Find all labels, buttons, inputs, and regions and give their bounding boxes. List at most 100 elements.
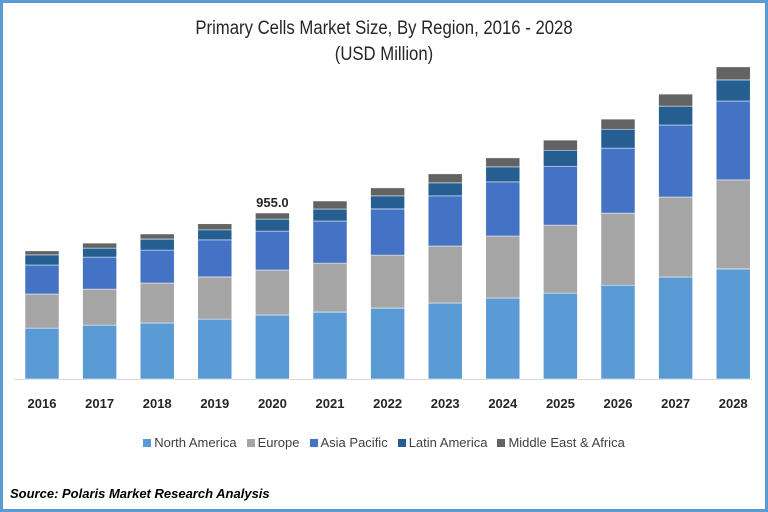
bar-segment-latin-america-2023 — [427, 182, 463, 197]
bar-segment-asia-pacific-2027 — [658, 124, 693, 198]
legend-item-middle-east-africa: Middle East & Africa — [497, 435, 625, 450]
bar-segment-europe-2019 — [197, 276, 233, 320]
bar-segment-north-america-2019 — [197, 318, 233, 380]
bar-segment-latin-america-2016 — [24, 254, 60, 266]
bar-segment-middle-east-africa-2023 — [427, 173, 463, 184]
bar-segment-middle-east-africa-2028 — [715, 66, 751, 81]
bars-group — [24, 66, 751, 380]
x-tick-label: 2024 — [488, 396, 518, 411]
bar-segment-middle-east-africa-2021 — [312, 200, 348, 210]
bar-segment-europe-2023 — [427, 245, 463, 304]
bar-segment-latin-america-2024 — [485, 166, 521, 183]
bar-segment-asia-pacific-2016 — [24, 264, 60, 295]
x-tick-label: 2026 — [604, 396, 633, 411]
bar-segment-latin-america-2022 — [370, 195, 405, 210]
bar-segment-middle-east-africa-2022 — [370, 187, 405, 197]
source-note: Source: Polaris Market Research Analysis — [10, 486, 270, 501]
bar-segment-middle-east-africa-2026 — [600, 118, 636, 130]
data-label-2020: 955.0 — [256, 195, 289, 210]
bar-segment-latin-america-2017 — [82, 247, 117, 258]
bar-segment-asia-pacific-2023 — [427, 195, 463, 247]
bar-segment-latin-america-2021 — [312, 208, 348, 222]
bar-segment-asia-pacific-2017 — [82, 256, 117, 290]
bar-segment-europe-2016 — [24, 293, 60, 329]
chart-subtitle: (USD Million) — [334, 44, 434, 65]
bar-segment-europe-2024 — [485, 235, 521, 299]
x-tick-label: 2016 — [28, 396, 57, 411]
bar-segment-asia-pacific-2024 — [485, 181, 521, 237]
bar-segment-north-america-2022 — [370, 307, 405, 380]
x-tick-label: 2028 — [719, 396, 748, 411]
legend-swatch — [246, 438, 255, 447]
legend-label: Middle East & Africa — [508, 435, 625, 450]
bar-segment-latin-america-2027 — [658, 105, 693, 126]
legend-label: Europe — [257, 435, 300, 450]
legend-swatch — [143, 438, 152, 447]
x-tick-label: 2023 — [431, 396, 460, 411]
bar-segment-asia-pacific-2022 — [370, 208, 405, 256]
bar-segment-north-america-2018 — [139, 322, 175, 380]
bar-segment-north-america-2026 — [600, 284, 636, 380]
bar-segment-asia-pacific-2025 — [543, 165, 578, 226]
bar-segment-north-america-2023 — [427, 302, 463, 380]
bar-segment-europe-2021 — [312, 262, 348, 313]
bar-segment-middle-east-africa-2018 — [139, 233, 175, 240]
bar-segment-north-america-2021 — [312, 311, 348, 380]
data-labels: 955.0 — [256, 195, 289, 210]
x-tick-label: 2020 — [258, 396, 287, 411]
x-tick-label: 2017 — [85, 396, 114, 411]
bar-segment-north-america-2028 — [715, 268, 751, 380]
bar-segment-middle-east-africa-2019 — [197, 223, 233, 231]
bar-segment-europe-2022 — [370, 254, 405, 309]
legend-label: North America — [154, 435, 237, 450]
bar-segment-north-america-2017 — [82, 324, 117, 380]
bar-segment-north-america-2016 — [24, 327, 60, 380]
legend-item-europe: Europe — [246, 435, 300, 450]
x-tick-label: 2025 — [546, 396, 575, 411]
legend-label: Latin America — [408, 435, 488, 450]
bar-segment-middle-east-africa-2025 — [543, 139, 578, 151]
x-tick-label: 2019 — [200, 396, 229, 411]
legend-item-asia-pacific: Asia Pacific — [309, 435, 388, 450]
legend-swatch — [309, 438, 318, 447]
bar-segment-north-america-2027 — [658, 276, 693, 380]
bar-segment-europe-2027 — [658, 196, 693, 278]
bar-segment-north-america-2025 — [543, 292, 578, 380]
bar-segment-asia-pacific-2028 — [715, 100, 751, 181]
bar-segment-latin-america-2025 — [543, 149, 578, 167]
x-tick-label: 2027 — [661, 396, 690, 411]
x-tick-label: 2021 — [316, 396, 345, 411]
bar-segment-europe-2017 — [82, 288, 117, 326]
bar-segment-europe-2020 — [255, 269, 290, 316]
bar-segment-north-america-2020 — [255, 314, 290, 380]
bar-segment-asia-pacific-2020 — [255, 230, 290, 271]
legend-label: Asia Pacific — [320, 435, 388, 450]
x-tick-label: 2022 — [373, 396, 402, 411]
bar-segment-asia-pacific-2018 — [139, 249, 175, 284]
legend-swatch — [397, 438, 406, 447]
bar-segment-asia-pacific-2021 — [312, 220, 348, 264]
x-tick-label: 2018 — [143, 396, 172, 411]
bar-segment-latin-america-2019 — [197, 229, 233, 241]
chart-title: Primary Cells Market Size, By Region, 20… — [195, 18, 573, 39]
x-tick-labels: 2016 2017 2018 2019 2020 2021 2022 2023 2024 2025… — [28, 396, 748, 411]
bar-segment-latin-america-2020 — [255, 218, 290, 232]
bar-segment-middle-east-africa-2020 — [255, 212, 290, 220]
bar-segment-middle-east-africa-2016 — [24, 250, 60, 256]
bar-segment-latin-america-2026 — [600, 128, 636, 149]
legend-swatch — [497, 438, 506, 447]
bar-segment-europe-2026 — [600, 212, 636, 286]
bar-segment-middle-east-africa-2017 — [82, 242, 117, 249]
chart-title-block: Primary Cells Market Size, By Region, 20… — [46, 16, 722, 68]
bar-segment-north-america-2024 — [485, 297, 521, 380]
bar-segment-europe-2025 — [543, 224, 578, 294]
bar-segment-asia-pacific-2026 — [600, 147, 636, 214]
bar-segment-latin-america-2018 — [139, 238, 175, 251]
bar-segment-middle-east-africa-2024 — [485, 157, 521, 168]
bar-segment-europe-2018 — [139, 282, 175, 324]
bar-segment-asia-pacific-2019 — [197, 239, 233, 278]
bar-segment-latin-america-2028 — [715, 79, 751, 102]
legend-item-north-america: North America — [143, 435, 237, 450]
legend-item-latin-america: Latin America — [397, 435, 488, 450]
